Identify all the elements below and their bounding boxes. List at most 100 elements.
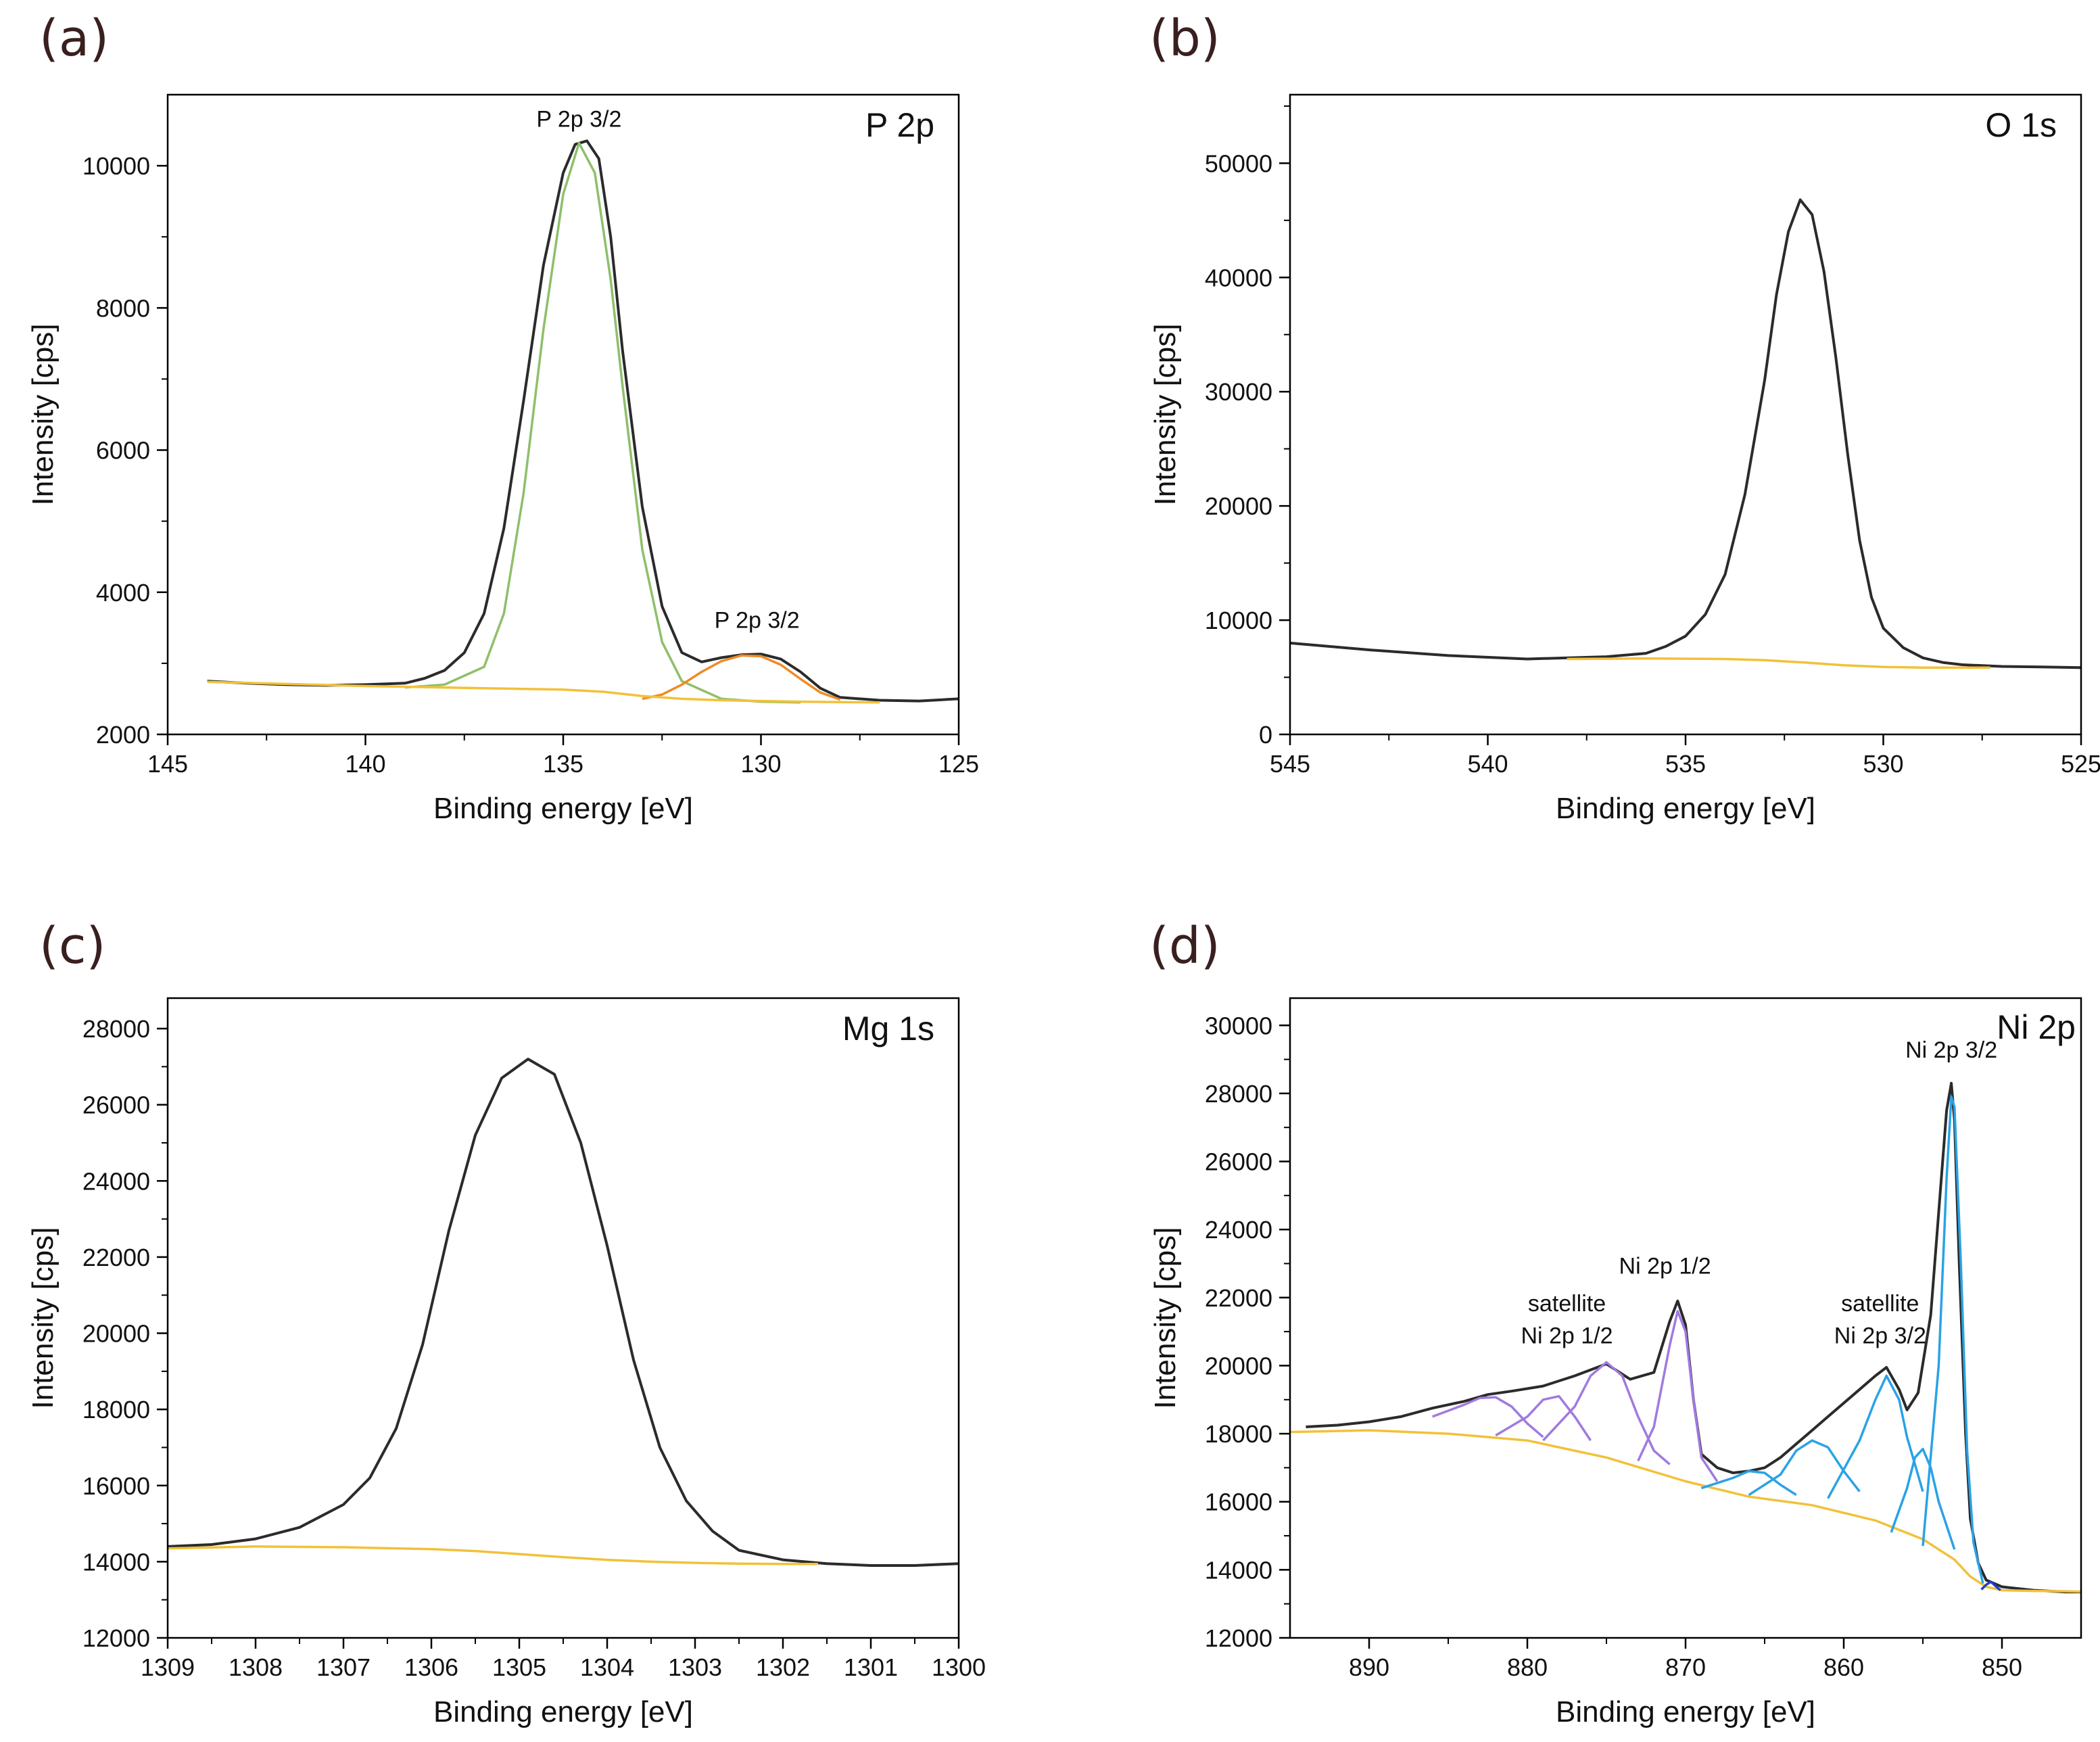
y-tick-label: 0 [1259, 721, 1272, 749]
x-tick-label: 870 [1665, 1653, 1706, 1681]
series-group [1290, 198, 2081, 669]
y-tick-label: 24000 [82, 1167, 150, 1195]
panel-label: (d) [1149, 917, 1220, 975]
y-tick-label: 18000 [82, 1396, 150, 1423]
x-tick-label: 850 [1982, 1653, 2022, 1681]
x-tick-label: 145 [147, 750, 188, 778]
peak-annotation: satellite [1528, 1291, 1606, 1317]
y-tick-label: 10000 [1205, 607, 1272, 634]
peak-annotation: P 2p 3/2 [715, 607, 800, 633]
fit-component-line [1637, 1310, 1719, 1482]
fit-component-line [642, 654, 841, 701]
y-tick-label: 30000 [1205, 1012, 1272, 1039]
x-tick-label: 860 [1823, 1653, 1864, 1681]
y-axis-title: Intensity [cps] [1149, 323, 1182, 505]
fit-component-line [1542, 1361, 1671, 1465]
peak-annotation: Ni 2p 1/2 [1619, 1254, 1711, 1279]
y-tick-label: 26000 [82, 1091, 150, 1119]
y-tick-label: 8000 [96, 294, 150, 322]
x-tick-label: 890 [1349, 1653, 1389, 1681]
x-tick-label: 135 [543, 750, 583, 778]
y-tick-label: 22000 [1205, 1284, 1272, 1312]
chart-panel-3: (c) 1309 1308 1307 1306 1305 1304 1303 1302 1301 1… [26, 917, 986, 1728]
panel-label: (b) [1149, 9, 1220, 68]
y-tick-label: 28000 [1205, 1080, 1272, 1108]
spectrum-line [1306, 1081, 2081, 1594]
peak-annotation: P 2p 3/2 [536, 106, 621, 132]
x-tick-label: 535 [1665, 750, 1706, 778]
panel-title: Ni 2p [1997, 1008, 2076, 1046]
x-tick-label: 1308 [229, 1653, 283, 1681]
peak-annotation: Ni 2p 3/2 [1905, 1037, 1997, 1063]
y-axis-title: Intensity [cps] [26, 323, 59, 505]
series-group [207, 139, 959, 704]
x-axis-title: Binding energy [eV] [433, 792, 693, 825]
fit-component-line [1827, 1374, 1924, 1499]
plot-frame [1289, 93, 2082, 736]
y-tick-label: 20000 [1205, 1352, 1272, 1380]
peak-annotation: satellite [1841, 1291, 1919, 1317]
x-tick-label: 1307 [316, 1653, 371, 1681]
background-line [168, 1545, 818, 1566]
fit-component-line [1980, 1580, 2001, 1591]
series-group [1290, 1081, 2081, 1594]
fit-component-line [1431, 1396, 1544, 1438]
x-tick-label: 1305 [492, 1653, 546, 1681]
panel-title: O 1s [1985, 106, 2057, 144]
x-tick-label: 1302 [756, 1653, 810, 1681]
y-axis-title: Intensity [cps] [26, 1227, 59, 1409]
y-tick-label: 10000 [82, 152, 150, 180]
x-tick-label: 130 [740, 750, 781, 778]
chart-panel-4: (d) 890 880 870 860 850 12000 14000 16000 18000 20… [1149, 917, 2082, 1728]
y-tick-label: 20000 [82, 1320, 150, 1348]
x-tick-label: 1309 [141, 1653, 195, 1681]
x-tick-label: 1303 [668, 1653, 722, 1681]
fit-component-line [1922, 1096, 1984, 1584]
panel-title: Mg 1s [842, 1010, 934, 1047]
y-tick-label: 22000 [82, 1244, 150, 1271]
y-tick-label: 24000 [1205, 1216, 1272, 1244]
peak-annotation: Ni 2p 1/2 [1521, 1323, 1613, 1349]
spectrum-line [1290, 198, 2081, 669]
y-tick-label: 6000 [96, 437, 150, 465]
y-tick-label: 16000 [82, 1472, 150, 1500]
y-tick-label: 50000 [1205, 149, 1272, 177]
y-tick-label: 14000 [1205, 1556, 1272, 1584]
fit-component-line [1495, 1394, 1592, 1442]
x-tick-label: 1306 [404, 1653, 458, 1681]
panel-label: (c) [39, 917, 105, 975]
x-tick-label: 530 [1863, 750, 1903, 778]
panel-title: P 2p [865, 106, 934, 144]
x-tick-label: 880 [1507, 1653, 1548, 1681]
spectrum-line [168, 1058, 959, 1567]
y-tick-label: 20000 [1205, 492, 1272, 520]
x-tick-label: 1304 [580, 1653, 634, 1681]
background-line [207, 680, 880, 704]
y-tick-label: 12000 [82, 1624, 150, 1652]
spectrum-line [207, 139, 959, 703]
x-tick-label: 125 [938, 750, 979, 778]
y-tick-label: 14000 [82, 1548, 150, 1576]
panel-label: (a) [39, 9, 109, 68]
peak-annotation: Ni 2p 3/2 [1834, 1323, 1926, 1349]
x-tick-label: 1301 [844, 1653, 898, 1681]
y-tick-label: 30000 [1205, 378, 1272, 406]
y-tick-label: 16000 [1205, 1488, 1272, 1516]
fit-component-line [1890, 1447, 1956, 1550]
x-tick-label: 525 [2061, 750, 2100, 778]
x-tick-label: 140 [345, 750, 385, 778]
y-tick-label: 26000 [1205, 1148, 1272, 1176]
x-tick-label: 1300 [932, 1653, 986, 1681]
series-group [168, 1058, 959, 1567]
background-line [1567, 657, 1990, 669]
y-tick-label: 2000 [96, 721, 150, 749]
chart-panel-2: (b) 545 540 535 530 525 0 10000 20000 30000 40000 5… [1149, 9, 2100, 825]
x-tick-label: 545 [1270, 750, 1310, 778]
fit-component-line [404, 141, 801, 704]
y-tick-label: 40000 [1205, 264, 1272, 291]
x-tick-label: 540 [1467, 750, 1508, 778]
x-axis-title: Binding energy [eV] [433, 1695, 693, 1728]
background-line [1290, 1429, 2081, 1593]
y-tick-label: 12000 [1205, 1624, 1272, 1652]
y-axis-title: Intensity [cps] [1149, 1227, 1182, 1409]
